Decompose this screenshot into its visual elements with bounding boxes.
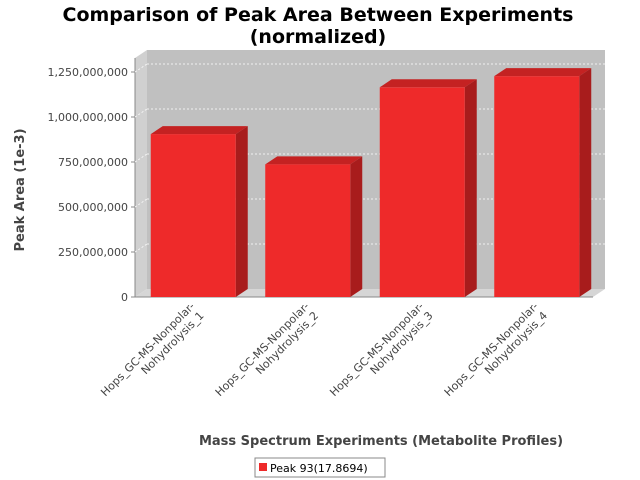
gridline-depth xyxy=(134,63,148,73)
bar-top-face xyxy=(265,156,363,165)
x-category-label: Hops_GC-MS-Nonpolar-Nohydrolysis_4 xyxy=(442,300,550,408)
bar-side-face xyxy=(350,156,363,297)
x-category-label-line: Hops_GC-MS-Nonpolar- xyxy=(442,300,541,399)
x-category-label-line: Hops_GC-MS-Nonpolar- xyxy=(327,300,426,399)
bar xyxy=(379,79,477,297)
bar-side-face xyxy=(464,79,477,297)
bar xyxy=(265,156,363,297)
plot-back-wall xyxy=(147,50,605,289)
x-category-label: Hops_GC-MS-Nonpolar-Nohydrolysis_2 xyxy=(213,300,321,408)
bar-front-face xyxy=(265,164,351,297)
gridline-depth xyxy=(134,243,148,253)
legend-swatch xyxy=(259,463,267,471)
y-axis-label: Peak Area (1e-3) xyxy=(13,128,28,251)
bar-top-face xyxy=(379,79,477,88)
x-category-label-line: Hops_GC-MS-Nonpolar- xyxy=(213,300,312,399)
gridline-depth xyxy=(134,198,148,208)
x-category-label-line: Hops_GC-MS-Nonpolar- xyxy=(98,300,197,399)
bar-front-face xyxy=(379,87,465,297)
chart-title-line-2: (normalized) xyxy=(250,26,387,48)
chart-title-line-1: Comparison of Peak Area Between Experime… xyxy=(63,4,574,26)
y-tick-label: 1,000,000,000 xyxy=(48,111,128,124)
y-tick-label: 0 xyxy=(121,291,128,304)
y-axis-ticks: 0 250,000,000 500,000,000 750,000,000 1,000,… xyxy=(48,66,135,304)
plot-left-wall xyxy=(135,50,147,297)
bar-front-face xyxy=(150,134,236,297)
y-tick-label: 250,000,000 xyxy=(58,246,128,259)
gridline-depth xyxy=(134,108,148,118)
y-tick-label: 1,250,000,000 xyxy=(48,66,128,79)
bars xyxy=(150,68,592,297)
x-axis-categories: Hops_GC-MS-Nonpolar-Nohydrolysis_1 Hops_G… xyxy=(98,300,550,408)
legend: Peak 93(17.8694) xyxy=(254,457,386,478)
plot-floor xyxy=(135,289,605,297)
legend-label: Peak 93(17.8694) xyxy=(270,462,368,475)
bar-top-face xyxy=(150,126,248,135)
x-category-label: Hops_GC-MS-Nonpolar-Nohydrolysis_1 xyxy=(98,300,206,408)
legend-box xyxy=(254,457,386,478)
bar xyxy=(494,68,592,297)
bar-front-face xyxy=(494,76,580,297)
bar xyxy=(150,126,248,297)
y-tick-label: 750,000,000 xyxy=(58,156,128,169)
x-category-label: Hops_GC-MS-Nonpolar-Nohydrolysis_3 xyxy=(327,300,435,408)
bar-side-face xyxy=(235,126,248,297)
bar-side-face xyxy=(579,68,592,297)
x-axis-label: Mass Spectrum Experiments (Metabolite Pr… xyxy=(199,434,563,449)
y-tick-label: 500,000,000 xyxy=(58,201,128,214)
gridline-depth xyxy=(134,153,148,163)
bar-top-face xyxy=(494,68,592,77)
